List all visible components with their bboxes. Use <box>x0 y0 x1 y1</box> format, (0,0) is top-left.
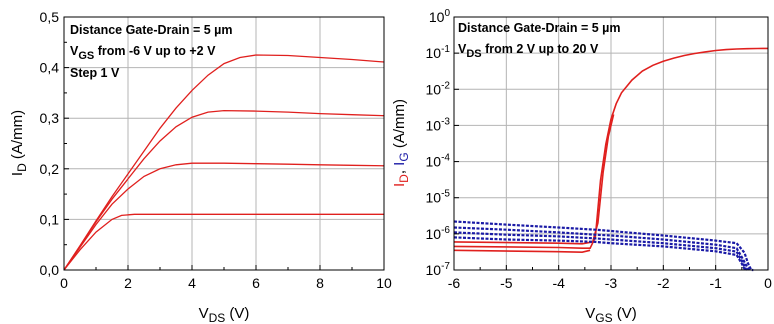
right-series-ig-7 <box>453 236 746 271</box>
left-series-line-1 <box>63 213 384 271</box>
left-series-line-3 <box>63 109 385 271</box>
left-y-tick-label: 0,4 <box>40 60 60 76</box>
left-x-tick-label: 8 <box>316 275 324 291</box>
right-x-axis-label: VGS (V) <box>585 305 637 324</box>
right-y-axis-label: ID, IG (A/mm) <box>391 99 411 187</box>
left-y-axis-label: ID (A/mm) <box>9 110 29 176</box>
right-x-tick-label: -2 <box>657 275 670 291</box>
right-series-ig-5 <box>453 226 751 271</box>
right-annotation-line2: VDS from 2 V up to 20 V <box>458 42 599 60</box>
left-x-tick-label: 10 <box>376 275 392 291</box>
right-y-tick-label: 10-6 <box>426 225 451 242</box>
left-grid <box>64 17 384 270</box>
right-series-ig-6 <box>453 231 748 271</box>
right-annotation-line1: Distance Gate-Drain = 5 µm <box>458 21 620 35</box>
output-characteristics-chart: 0 2 4 6 8 10 0,0 0,1 0,2 0,3 0,4 0,5 Distance Gate-… <box>9 9 392 324</box>
left-y-tick-label: 0,0 <box>40 262 60 278</box>
left-x-tick-label: 2 <box>124 275 132 291</box>
left-y-tick-label: 0,3 <box>40 110 60 126</box>
left-annotation-line2: VGS from -6 V up to +2 V <box>70 44 216 62</box>
right-y-tick-label: 10-3 <box>426 116 451 133</box>
right-series-ig-4 <box>453 220 754 272</box>
left-series-line-4 <box>63 54 385 271</box>
left-y-tick-label: 0,2 <box>40 161 60 177</box>
left-series-group <box>63 54 385 271</box>
right-y-tick-label: 10-2 <box>426 80 451 97</box>
right-x-tick-label: 0 <box>764 275 772 291</box>
right-x-tick-label: -3 <box>605 275 618 291</box>
right-series-id-3 <box>453 249 591 254</box>
right-y-label-id: I <box>391 183 408 187</box>
right-x-tick-label: -6 <box>448 275 461 291</box>
right-x-tick-label: -4 <box>552 275 565 291</box>
left-x-tick-label: 4 <box>188 275 196 291</box>
right-series-id-2 <box>453 114 615 245</box>
right-series-group <box>453 47 769 272</box>
right-y-tick-label: 10-1 <box>426 44 451 61</box>
left-annotation-line3: Step 1 V <box>70 66 120 80</box>
left-x-tick-label: 0 <box>60 275 68 291</box>
right-x-tick-label: -1 <box>709 275 722 291</box>
left-y-tick-label: 0,1 <box>40 211 60 227</box>
right-y-tick-label: 10-4 <box>426 153 451 170</box>
right-ticks: -6 -5 -4 -3 -2 -1 0 10-7 10-6 10-5 10-4 10-3 10-2 10-… <box>426 8 773 291</box>
right-y-label-ig: I <box>391 162 408 166</box>
right-y-tick-label: 100 <box>429 8 451 25</box>
left-y-tick-label: 0,5 <box>40 9 60 25</box>
left-annotation-line1: Distance Gate-Drain = 5 µm <box>70 23 232 37</box>
right-y-tick-label: 10-5 <box>426 189 451 206</box>
right-x-tick-label: -5 <box>500 275 513 291</box>
right-y-tick-label: 10-7 <box>426 261 451 278</box>
transfer-characteristics-chart: -6 -5 -4 -3 -2 -1 0 10-7 10-6 10-5 10-4 10-3 10-2 10-… <box>391 8 772 324</box>
left-x-axis-label: VDS (V) <box>199 305 250 324</box>
right-grid <box>454 17 768 270</box>
left-x-tick-label: 6 <box>252 275 260 291</box>
left-series-line-2 <box>63 162 385 271</box>
left-ticks: 0 2 4 6 8 10 0,0 0,1 0,2 0,3 0,4 0,5 <box>40 9 392 291</box>
